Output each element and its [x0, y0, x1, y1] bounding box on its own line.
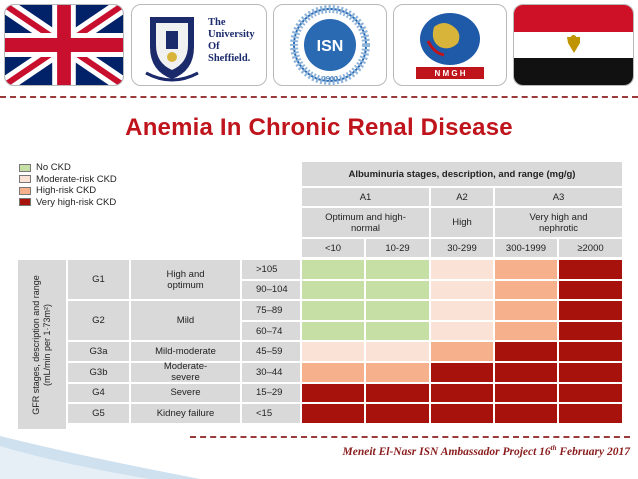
bottom-dashed-divider [190, 436, 630, 438]
gfr-axis-label: GFR stages, description and range (mL/min… [17, 259, 67, 430]
gfr-range: 30–44 [241, 362, 301, 383]
risk-cell [494, 320, 558, 342]
risk-cell [558, 320, 623, 342]
legend-swatch [19, 175, 31, 184]
uk-flag-logo [4, 4, 124, 86]
footer-credit: Meneit El-Nasr ISN Ambassador Project 16… [342, 444, 630, 458]
nmgh-logo: N M G H [393, 4, 507, 86]
albumin-range: 300-1999 [494, 238, 558, 258]
risk-cell [430, 300, 494, 321]
gfr-stage: G2 [67, 300, 130, 342]
risk-cell [365, 362, 430, 383]
gfr-range: 15–29 [241, 382, 301, 404]
risk-cell [558, 403, 623, 424]
gfr-range: >105 [241, 259, 301, 280]
stage-a2: A2 [430, 187, 494, 207]
albumin-range: 30-299 [430, 238, 494, 258]
risk-cell [301, 279, 365, 301]
albuminuria-header: Albuminuria stages, description, and ran… [301, 161, 623, 187]
risk-cell [494, 259, 558, 280]
risk-cell [494, 403, 558, 424]
university-of-sheffield-logo: The University Of Sheffield. [131, 4, 267, 86]
sheffield-wordmark: The University Of Sheffield. [208, 17, 255, 64]
legend-item: Moderate-risk CKD [19, 174, 117, 186]
top-dashed-divider [0, 96, 638, 98]
legend: No CKD Moderate-risk CKD High-risk CKD V… [19, 162, 117, 208]
risk-cell [430, 403, 494, 424]
risk-cell [430, 279, 494, 301]
risk-cell [365, 320, 430, 342]
risk-cell [494, 362, 558, 383]
risk-cell [558, 362, 623, 383]
gfr-range: 45–59 [241, 341, 301, 362]
desc-a3: Very high and nephrotic [494, 207, 623, 238]
gfr-stage: G1 [67, 259, 130, 301]
gfr-range: 90–104 [241, 279, 301, 301]
risk-cell [430, 362, 494, 383]
risk-cell [430, 320, 494, 342]
gfr-range: <15 [241, 403, 301, 424]
legend-swatch [19, 163, 31, 172]
gfr-description: Mild-moderate [130, 341, 241, 362]
gfr-description: Severe [130, 382, 241, 404]
isn-logo: ISN 1960 [273, 4, 387, 86]
decorative-swoosh [0, 436, 200, 479]
risk-cell [494, 341, 558, 362]
risk-cell [430, 341, 494, 362]
stage-a3: A3 [494, 187, 623, 207]
desc-a2: High [430, 207, 494, 238]
legend-item: Very high-risk CKD [19, 197, 117, 209]
risk-cell [301, 382, 365, 404]
risk-cell [301, 259, 365, 280]
risk-cell [365, 259, 430, 280]
risk-cell [558, 279, 623, 301]
gfr-range: 60–74 [241, 320, 301, 342]
risk-cell [494, 300, 558, 321]
gfr-stage: G5 [67, 403, 130, 424]
page-title: Anemia In Chronic Renal Disease [125, 114, 513, 141]
risk-cell [558, 259, 623, 280]
legend-swatch [19, 198, 31, 207]
legend-item: High-risk CKD [19, 185, 117, 197]
risk-cell [365, 382, 430, 404]
risk-cell [301, 362, 365, 383]
risk-cell [365, 341, 430, 362]
risk-cell [301, 320, 365, 342]
isn-logo-text: ISN [317, 38, 344, 55]
risk-cell [430, 259, 494, 280]
gfr-range: 75–89 [241, 300, 301, 321]
risk-cell [430, 382, 494, 404]
risk-cell [558, 382, 623, 404]
risk-cell [365, 279, 430, 301]
legend-swatch [19, 186, 31, 195]
risk-cell [558, 300, 623, 321]
albumin-range: 10-29 [365, 238, 430, 258]
gfr-description: Kidney failure [130, 403, 241, 424]
nmgh-text: N M G H [434, 69, 465, 78]
gfr-stage: G3b [67, 362, 130, 383]
gfr-description: High and optimum [130, 259, 241, 301]
risk-cell [301, 341, 365, 362]
stage-a1: A1 [301, 187, 430, 207]
legend-item: No CKD [19, 162, 117, 174]
risk-cell [494, 382, 558, 404]
egypt-flag-logo [513, 4, 634, 86]
risk-cell [301, 300, 365, 321]
gfr-description: Moderate-severe [130, 361, 241, 383]
isn-year: 1960 [322, 76, 338, 83]
albumin-range: <10 [301, 238, 365, 258]
gfr-stage: G4 [67, 382, 130, 404]
risk-cell [365, 403, 430, 424]
gfr-description: Mild [130, 300, 241, 342]
risk-cell [494, 279, 558, 301]
risk-cell [558, 341, 623, 362]
gfr-stage: G3a [67, 341, 130, 362]
risk-cell [301, 403, 365, 424]
risk-cell [365, 300, 430, 321]
desc-a1: Optimum and high-normal [301, 207, 430, 238]
albumin-range: ≥2000 [558, 238, 623, 258]
